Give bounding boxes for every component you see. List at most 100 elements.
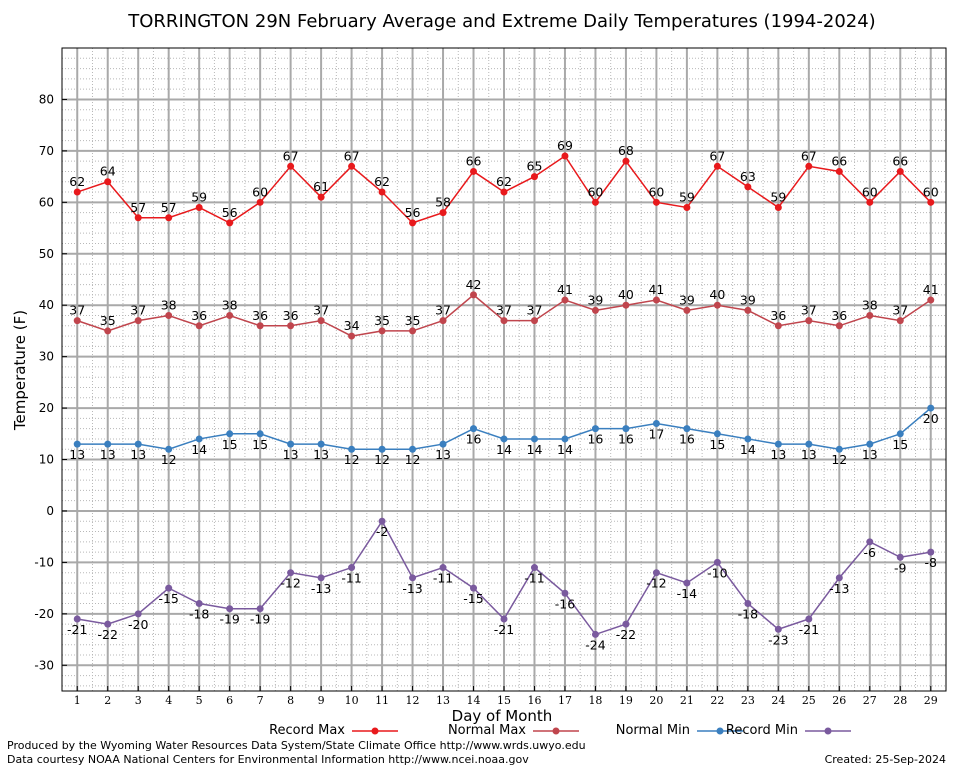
x-tick-label: 17	[558, 694, 572, 707]
data-label: 15	[709, 437, 725, 452]
x-tick-label: 2	[104, 694, 111, 707]
data-label: 60	[862, 184, 878, 199]
x-tick-label: 22	[710, 694, 724, 707]
data-label: -12	[280, 576, 300, 591]
data-point	[744, 600, 752, 608]
data-label: 37	[130, 303, 146, 318]
data-label: 60	[648, 184, 664, 199]
data-point	[165, 584, 173, 592]
data-label: -20	[128, 617, 148, 632]
legend-marker	[716, 727, 724, 735]
data-point	[652, 296, 660, 304]
data-point	[713, 558, 721, 566]
data-point	[622, 157, 630, 165]
data-point	[927, 548, 935, 556]
legend-label: Record Max	[269, 723, 345, 738]
data-point	[439, 317, 447, 325]
x-axis-ticks: 1 2 3 4 5 6 7 8 9 10 11 12 13 14 15 16 17 18 19 20 21 22 23 24 2…	[74, 686, 938, 707]
data-point	[774, 203, 782, 211]
data-point	[439, 440, 447, 448]
data-point	[896, 553, 904, 561]
y-tick-label: 20	[39, 401, 54, 415]
data-point	[500, 615, 508, 623]
data-label: 60	[923, 184, 939, 199]
y-tick-label: 30	[39, 350, 54, 364]
data-label: 34	[344, 318, 360, 333]
data-label: 41	[923, 282, 939, 297]
y-axis-ticks: -30 -20 -10 0 10 20 30 40 50 60 70 80	[34, 92, 67, 672]
data-point	[866, 440, 874, 448]
data-point	[500, 317, 508, 325]
data-label: 39	[587, 292, 603, 307]
data-label: 14	[496, 442, 512, 457]
data-label: 39	[679, 292, 695, 307]
data-label: 16	[618, 432, 634, 447]
data-point	[896, 317, 904, 325]
data-label: 16	[466, 432, 482, 447]
data-label: 59	[770, 189, 786, 204]
data-point	[470, 584, 478, 592]
x-tick-label: 10	[345, 694, 359, 707]
data-point	[774, 322, 782, 330]
data-label: 66	[892, 153, 908, 168]
data-point	[226, 430, 234, 438]
data-point	[287, 322, 295, 330]
x-tick-label: 19	[619, 694, 633, 707]
data-label: -6	[864, 545, 877, 560]
data-label: 20	[923, 411, 939, 426]
data-point	[561, 152, 569, 160]
footer-created: Created: 25-Sep-2024	[825, 753, 946, 766]
legend-label: Normal Max	[448, 723, 526, 738]
data-label: -22	[616, 627, 636, 642]
y-tick-label: 0	[46, 504, 54, 518]
data-point	[348, 564, 356, 572]
data-label: 37	[435, 303, 451, 318]
data-point	[927, 404, 935, 412]
data-point	[378, 445, 386, 453]
data-label: 40	[709, 287, 725, 302]
data-label: 67	[344, 148, 360, 163]
data-label: 58	[435, 195, 451, 210]
data-point	[134, 214, 142, 222]
data-label: 15	[222, 437, 238, 452]
data-point	[835, 167, 843, 175]
x-tick-label: 3	[135, 694, 142, 707]
data-point	[134, 317, 142, 325]
data-point	[683, 203, 691, 211]
y-tick-label: -10	[34, 555, 54, 569]
x-tick-label: 23	[741, 694, 755, 707]
data-label: 64	[100, 164, 116, 179]
data-label: 59	[679, 189, 695, 204]
data-label: 13	[770, 447, 786, 462]
data-label: 12	[405, 452, 421, 467]
chart-title: TORRINGTON 29N February Average and Extr…	[127, 11, 875, 32]
data-label: -2	[376, 524, 388, 539]
data-label: 12	[831, 452, 847, 467]
data-point	[530, 435, 538, 443]
data-point	[470, 425, 478, 433]
x-tick-label: 27	[863, 694, 877, 707]
data-point	[287, 162, 295, 170]
data-point	[317, 317, 325, 325]
data-point	[774, 625, 782, 633]
data-label: -22	[98, 627, 118, 642]
data-point	[165, 214, 173, 222]
data-label: -11	[524, 571, 544, 586]
data-point	[470, 291, 478, 299]
data-point	[561, 589, 569, 597]
data-point	[927, 198, 935, 206]
data-label: -14	[677, 586, 697, 601]
data-point	[73, 317, 81, 325]
data-label: 15	[252, 437, 268, 452]
data-label: 14	[191, 442, 207, 457]
data-label: -13	[402, 581, 422, 596]
y-tick-label: 10	[39, 453, 54, 467]
data-label: 38	[862, 297, 878, 312]
data-point	[591, 306, 599, 314]
data-point	[287, 440, 295, 448]
data-point	[591, 630, 599, 638]
data-point	[530, 564, 538, 572]
data-point	[561, 296, 569, 304]
data-point	[104, 440, 112, 448]
data-label: 63	[740, 169, 756, 184]
